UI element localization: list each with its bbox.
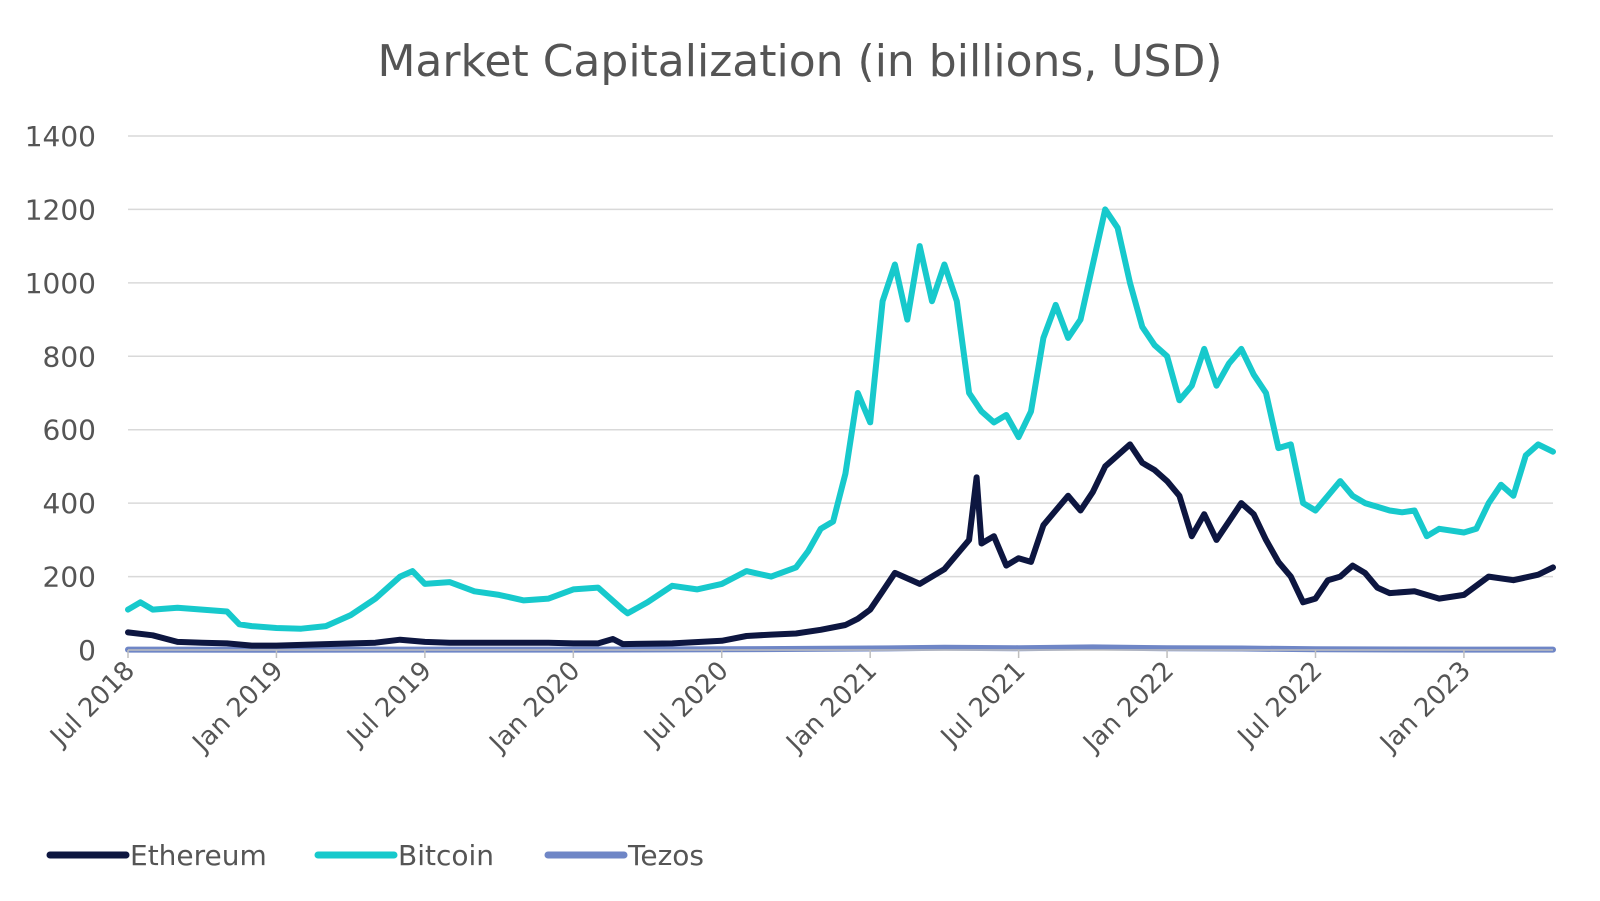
y-tick-label: 0 xyxy=(78,634,96,667)
x-tick-label: Jan 2023 xyxy=(1373,656,1477,760)
y-tick-label: 600 xyxy=(43,414,96,447)
y-axis-ticks: 0 200 400 600 800 1000 1200 1400 xyxy=(25,120,96,667)
x-tick-label: Jul 2019 xyxy=(340,656,437,753)
chart-title: Market Capitalization (in billions, USD) xyxy=(377,36,1222,87)
y-tick-label: 200 xyxy=(43,561,96,594)
legend: Ethereum Bitcoin Tezos xyxy=(46,839,704,872)
x-tick-label: Jul 2020 xyxy=(637,656,734,753)
x-tick-label: Jul 2018 xyxy=(44,656,141,753)
y-tick-label: 1400 xyxy=(25,120,96,153)
x-axis-ticks: Jul 2018 Jan 2019 Jul 2019 Jan 2020 Jul 2020… xyxy=(44,656,1477,760)
legend-label-bitcoin: Bitcoin xyxy=(398,839,494,872)
x-axis xyxy=(127,649,1553,658)
series-line-ethereum xyxy=(125,441,1556,649)
x-tick-label: Jul 2021 xyxy=(934,656,1031,753)
y-tick-label: 800 xyxy=(43,340,96,373)
x-tick-label: Jan 2020 xyxy=(483,656,587,760)
x-tick-label: Jan 2022 xyxy=(1076,656,1180,760)
y-tick-label: 400 xyxy=(43,487,96,520)
x-tick-label: Jan 2021 xyxy=(780,656,884,760)
y-tick-label: 1000 xyxy=(25,267,96,300)
legend-label-tezos: Tezos xyxy=(627,839,704,872)
legend-label-ethereum: Ethereum xyxy=(130,839,267,872)
x-tick-label: Jan 2019 xyxy=(186,656,290,760)
gridlines xyxy=(128,135,1553,578)
y-tick-label: 1200 xyxy=(25,193,96,226)
x-tick-label: Jul 2022 xyxy=(1231,656,1328,753)
series-line-bitcoin xyxy=(125,206,1556,632)
